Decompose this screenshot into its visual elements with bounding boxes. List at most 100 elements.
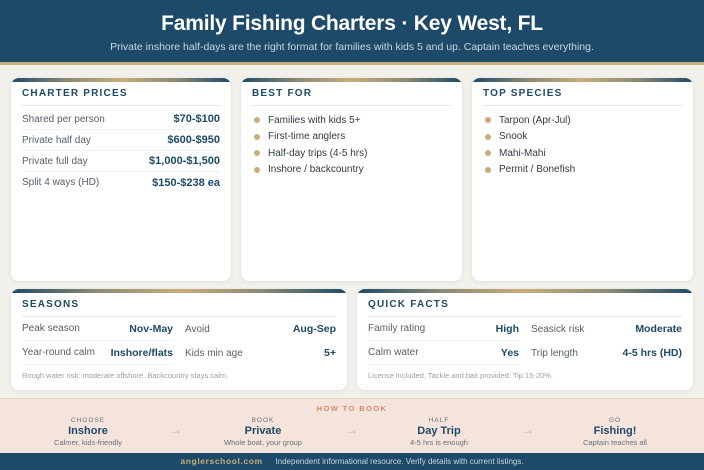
kv-label: Kids min age bbox=[185, 347, 243, 359]
kv-value: Aug-Sep bbox=[292, 323, 336, 335]
top-species-list: Tarpon (Apr-Jul) Snook Mahi-Mahi Permit … bbox=[483, 106, 682, 178]
kv-row: Avoid Aug-Sep bbox=[185, 317, 336, 341]
bullet-icon bbox=[254, 150, 260, 157]
footer-brand-link[interactable]: anglerschool.com bbox=[180, 456, 263, 466]
list-item: Snook bbox=[483, 129, 682, 146]
arrow-right-icon: → bbox=[346, 423, 358, 437]
price-row: Private half day $600-$950 bbox=[22, 130, 220, 151]
arrow-right-icon: → bbox=[170, 423, 182, 437]
price-row: Private full day $1,000-$1,500 bbox=[22, 151, 220, 172]
list-item-text: First-time anglers bbox=[268, 131, 346, 143]
page-footer: anglerschool.com · Independent information… bbox=[0, 453, 704, 470]
list-item-text: Snook bbox=[499, 131, 528, 143]
bullet-icon bbox=[485, 117, 491, 124]
step-label: Book bbox=[251, 417, 275, 424]
seasons-note: Rough water risk: moderate offshore. Bac… bbox=[22, 371, 229, 380]
card-title: Seasons bbox=[22, 289, 336, 317]
list-item: Half-day trips (4-5 hrs) bbox=[252, 145, 451, 162]
kv-row: Calm water Yes bbox=[368, 341, 519, 365]
list-item: Inshore / backcountry bbox=[252, 162, 451, 179]
kv-label: Trip length bbox=[531, 347, 578, 359]
step-title: Private bbox=[244, 425, 282, 437]
list-item: Permit / Bonefish bbox=[483, 162, 682, 179]
list-item-text: Mahi-Mahi bbox=[499, 147, 546, 159]
step-label: Choose bbox=[70, 417, 106, 424]
step-go: Go Fishing! Captain teaches all bbox=[540, 417, 690, 447]
price-row: Split 4 ways (HD) $150-$238 ea bbox=[22, 172, 220, 193]
price-value: $150-$238 ea bbox=[152, 176, 220, 189]
how-to-book-title: How to Book bbox=[316, 404, 388, 413]
card-title: Top Species bbox=[483, 78, 682, 106]
kv-value: Moderate bbox=[635, 323, 682, 335]
step-title: Inshore bbox=[68, 425, 108, 437]
card-title: Charter Prices bbox=[22, 78, 220, 106]
how-to-book-strip: How to Book Choose Inshore Calmer, kids-… bbox=[0, 398, 704, 453]
list-item: Tarpon (Apr-Jul) bbox=[483, 112, 682, 129]
bullet-icon bbox=[485, 133, 491, 140]
list-item-text: Families with kids 5+ bbox=[268, 114, 361, 126]
kv-label: Family rating bbox=[368, 323, 426, 334]
kv-label: Peak season bbox=[22, 323, 80, 334]
kv-value: Inshore/flats bbox=[110, 346, 173, 359]
bullet-icon bbox=[254, 166, 260, 173]
charter-prices-card: Charter Prices Shared per person $70-$10… bbox=[11, 78, 231, 281]
step-label: Go bbox=[608, 417, 622, 424]
step-desc: Captain teaches all bbox=[583, 438, 647, 447]
top-species-card: Top Species Tarpon (Apr-Jul) Snook Mahi-… bbox=[472, 78, 693, 281]
price-value: $600-$950 bbox=[167, 134, 220, 146]
price-label: Split 4 ways (HD) bbox=[22, 177, 100, 188]
step-title: Day Trip bbox=[417, 425, 461, 437]
price-value: $70-$100 bbox=[173, 113, 221, 125]
step-book: Book Private Whole boat, your group bbox=[188, 417, 338, 447]
best-for-card: Best For Families with kids 5+ First-tim… bbox=[241, 78, 462, 281]
footer-separator: · bbox=[267, 457, 271, 466]
quick-facts-note: License included. Tackle and bait provid… bbox=[368, 371, 553, 380]
page-subtitle: Private inshore half-days are the right … bbox=[110, 41, 594, 53]
kv-row: Peak season Nov-May bbox=[22, 317, 173, 341]
card-title: Quick Facts bbox=[368, 289, 682, 317]
arrow-right-icon: → bbox=[522, 423, 534, 437]
kv-value: High bbox=[495, 322, 519, 335]
bullet-icon bbox=[485, 166, 491, 173]
price-label: Private full day bbox=[22, 155, 88, 167]
kv-row: Family rating High bbox=[368, 317, 519, 341]
kv-label: Seasick risk bbox=[531, 323, 585, 335]
list-item-text: Tarpon (Apr-Jul) bbox=[499, 114, 571, 126]
kv-label: Calm water bbox=[368, 347, 419, 358]
kv-label: Avoid bbox=[185, 323, 210, 335]
page-header: Family Fishing Charters · Key West, FL P… bbox=[0, 0, 704, 65]
list-item-text: Permit / Bonefish bbox=[499, 164, 576, 176]
kv-value: Yes bbox=[500, 346, 519, 359]
kv-row: Kids min age 5+ bbox=[185, 341, 336, 365]
quick-facts-card: Quick Facts Family rating High Seasick r… bbox=[357, 289, 693, 390]
bullet-icon bbox=[254, 117, 260, 124]
step-desc: Calmer, kids-friendly bbox=[54, 438, 122, 447]
list-item-text: Half-day trips (4-5 hrs) bbox=[268, 147, 368, 159]
kv-value: Nov-May bbox=[129, 322, 173, 335]
page-title: Family Fishing Charters · Key West, FL bbox=[161, 12, 543, 35]
card-title: Best For bbox=[252, 78, 451, 106]
kv-row: Trip length 4-5 hrs (HD) bbox=[531, 341, 682, 365]
step-label: Half bbox=[428, 417, 450, 424]
list-item-text: Inshore / backcountry bbox=[268, 164, 364, 176]
best-for-list: Families with kids 5+ First-time anglers… bbox=[252, 106, 451, 178]
list-item: First-time anglers bbox=[252, 129, 451, 146]
step-half: Half Day Trip 4-5 hrs is enough bbox=[364, 417, 514, 447]
price-label: Private half day bbox=[22, 134, 91, 146]
step-desc: 4-5 hrs is enough bbox=[410, 438, 468, 447]
step-desc: Whole boat, your group bbox=[224, 438, 302, 447]
list-item: Mahi-Mahi bbox=[483, 145, 682, 162]
list-item: Families with kids 5+ bbox=[252, 112, 451, 129]
seasons-card: Seasons Peak season Nov-May Avoid Aug-Se… bbox=[11, 289, 347, 390]
step-choose: Choose Inshore Calmer, kids-friendly bbox=[13, 417, 163, 447]
bullet-icon bbox=[485, 150, 491, 157]
bullet-icon bbox=[254, 133, 260, 140]
step-title: Fishing! bbox=[593, 425, 637, 437]
footer-disclaimer: Independent informational resource. Veri… bbox=[275, 457, 524, 466]
kv-label: Year-round calm bbox=[22, 347, 96, 358]
price-label: Shared per person bbox=[22, 113, 105, 125]
kv-value: 5+ bbox=[324, 347, 336, 359]
kv-row: Seasick risk Moderate bbox=[531, 317, 682, 341]
kv-row: Year-round calm Inshore/flats bbox=[22, 341, 173, 365]
kv-value: 4-5 hrs (HD) bbox=[622, 347, 682, 359]
